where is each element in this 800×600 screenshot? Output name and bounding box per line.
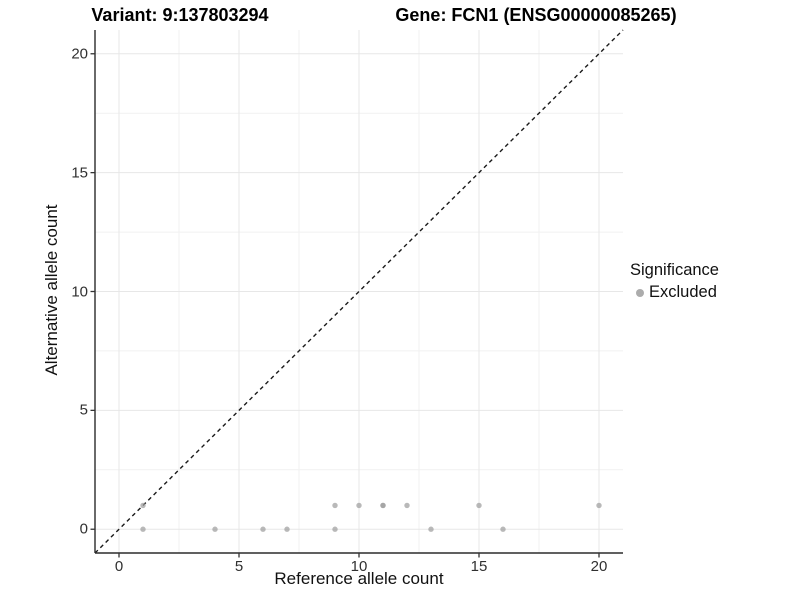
legend: Significance Excluded [630,261,798,302]
data-point [404,502,410,509]
x-axis-title: Reference allele count [274,569,444,588]
data-point [356,502,362,509]
y-tick-label: 20 [71,45,88,63]
identity-dashed-line [94,29,624,554]
plot-title-variant: Variant: 9:137803294 [91,5,269,25]
legend-title: Significance [630,261,719,279]
x-tick-label: 5 [234,558,244,575]
data-point [332,502,338,509]
excluded-point-icon [636,288,644,297]
data-point [140,526,146,532]
data-point [500,526,506,532]
data-point [380,502,386,509]
data-point [260,526,266,532]
data-point [332,526,338,532]
data-point [428,526,434,532]
y-tick-label: 5 [79,401,88,419]
x-tick-label: 0 [114,558,124,575]
y-tick-label: 10 [71,283,88,300]
x-tick-label: 15 [470,558,488,575]
y-tick-label: 0 [79,520,88,538]
data-point [476,502,482,509]
y-axis-title: Alternative allele count [42,204,61,376]
data-point [284,526,290,532]
x-tick-label: 20 [590,558,608,575]
x-tick-label: 10 [350,558,368,575]
legend-item-excluded: Excluded [636,283,798,302]
y-tick-label: 15 [71,164,88,182]
data-point [212,526,218,532]
data-point [140,502,146,509]
plot-title-gene: Gene: FCN1 (ENSG00000085265) [395,5,677,25]
legend-item-label: Excluded [649,283,717,301]
data-point [596,502,602,509]
